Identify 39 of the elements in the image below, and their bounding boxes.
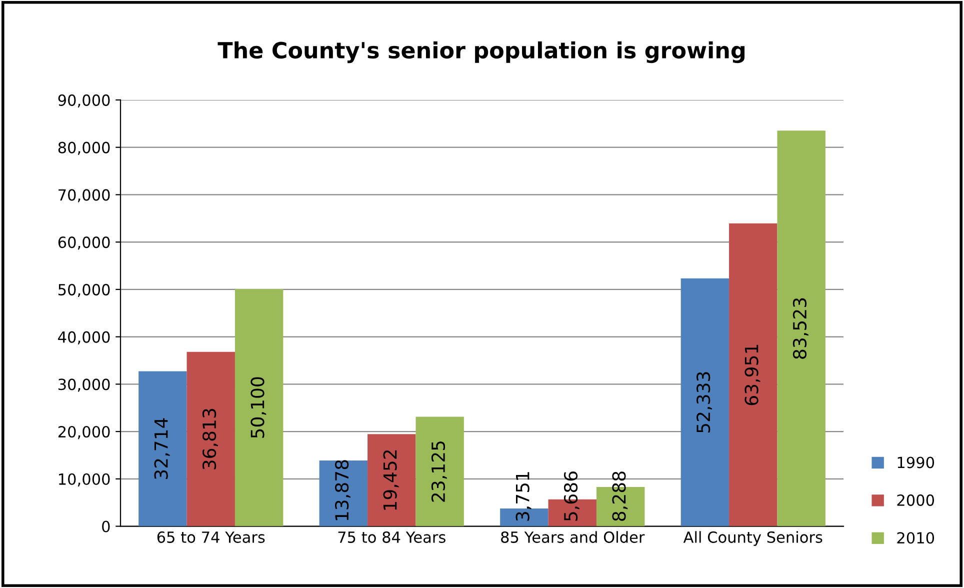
bar (777, 130, 826, 526)
y-tick-label: 60,000 (58, 236, 110, 250)
data-label: 52,333 (696, 372, 712, 433)
data-label: 83,523 (792, 298, 808, 359)
legend-label: 1990 (898, 456, 934, 468)
data-label: 63,951 (744, 344, 760, 406)
y-tick-label: 80,000 (58, 142, 110, 155)
bar (729, 223, 778, 526)
legend-label: 2010 (897, 532, 934, 544)
chart-title: The County's senior population is growing (218, 41, 745, 64)
y-tick-label: 30,000 (58, 378, 110, 392)
data-label: 50,100 (250, 377, 266, 438)
data-label: 3,751 (516, 472, 532, 521)
y-tick-label: 10,000 (59, 473, 110, 486)
y-tick-label: 70,000 (58, 189, 110, 202)
x-tick-label: 85 Years and Older (501, 531, 645, 543)
data-label: 19,452 (383, 450, 399, 510)
data-label: 32,714 (154, 418, 170, 479)
data-label: 23,125 (431, 441, 447, 502)
x-tick-label: 65 to 74 Years (157, 531, 265, 543)
y-tick-label: 50,000 (58, 284, 110, 298)
data-label: 8,288 (612, 472, 628, 521)
x-tick-label: All County Seniors (683, 531, 822, 546)
x-tick-label: 75 to 84 Years (338, 531, 446, 543)
y-tick-label: 90,000 (58, 94, 110, 108)
bar (680, 278, 730, 526)
data-label: 5,686 (564, 472, 580, 521)
bar (186, 352, 235, 526)
bar (234, 288, 284, 526)
bar (416, 416, 464, 526)
data-label: 13,878 (335, 460, 351, 520)
bar (368, 434, 416, 526)
data-label: 36,813 (202, 408, 218, 470)
legend-label: 2000 (897, 494, 934, 506)
y-tick-label: 40,000 (58, 331, 110, 344)
bar (138, 371, 187, 526)
bar (319, 460, 368, 526)
y-tick-label: 0 (102, 520, 110, 532)
y-tick-label: 20,000 (58, 426, 110, 440)
